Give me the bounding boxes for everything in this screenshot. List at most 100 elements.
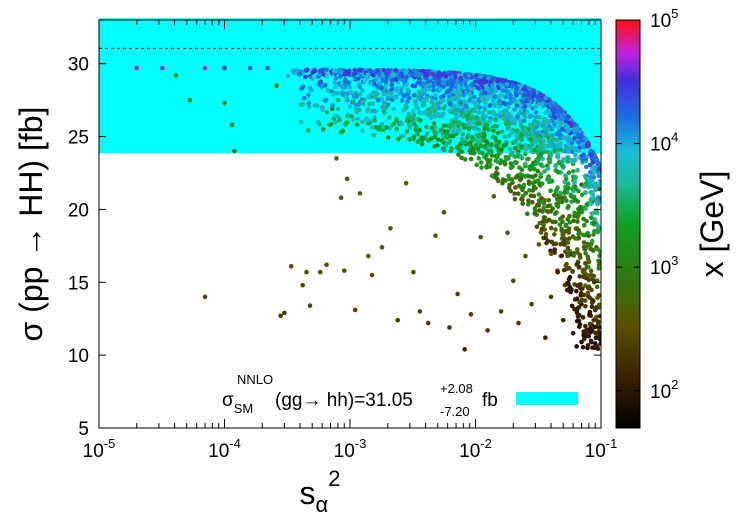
- legend-err-down: -7.20: [440, 404, 470, 419]
- scatter-point: [528, 145, 534, 151]
- scatter-point: [300, 282, 306, 288]
- scatter-point: [362, 78, 367, 84]
- scatter-point: [498, 77, 504, 83]
- scatter-point: [490, 97, 496, 103]
- scatter-point: [557, 132, 563, 138]
- scatter-point: [478, 160, 484, 165]
- scatter-point: [597, 265, 601, 271]
- scatter-point: [535, 178, 541, 183]
- scatter-point: [508, 152, 513, 157]
- scatter-point: [315, 103, 320, 109]
- scatter-point: [432, 113, 437, 119]
- scatter-point: [370, 91, 375, 97]
- scatter-point: [591, 273, 597, 279]
- scatter-point: [597, 334, 601, 339]
- scatter-point: [134, 65, 140, 71]
- scatter-point: [593, 158, 599, 163]
- scatter-point: [187, 97, 193, 103]
- scatter-point: [506, 133, 512, 139]
- scatter-point: [461, 125, 467, 130]
- scatter-point: [590, 149, 595, 155]
- scatter-point: [553, 164, 558, 169]
- scatter-point: [561, 156, 567, 162]
- scatter-point: [487, 93, 493, 99]
- scatter-point: [420, 110, 426, 116]
- y-tick-label: 20: [68, 200, 89, 221]
- scatter-point: [467, 91, 472, 97]
- scatter-point: [537, 143, 543, 149]
- scatter-point: [425, 79, 431, 85]
- scatter-point: [391, 121, 397, 126]
- y-axis-label: σ (pp → HH) [fb]: [13, 107, 49, 342]
- scatter-point: [309, 87, 314, 93]
- scatter-point: [447, 108, 452, 114]
- scatter-point: [505, 230, 510, 236]
- scatter-point: [458, 100, 464, 105]
- scatter-point: [588, 201, 594, 207]
- scatter-point: [454, 83, 459, 88]
- scatter-point: [556, 169, 561, 175]
- scatter-point: [393, 68, 398, 73]
- scatter-point: [516, 320, 521, 326]
- scatter-point: [563, 173, 568, 178]
- scatter-point: [499, 129, 505, 135]
- scatter-point: [423, 75, 428, 81]
- scatter-point: [505, 126, 511, 131]
- scatter-point: [428, 110, 433, 115]
- scatter-point: [530, 106, 535, 111]
- scatter-point: [413, 72, 418, 77]
- scatter-point: [567, 219, 573, 225]
- scatter-point: [561, 148, 567, 154]
- scatter-point: [411, 136, 416, 142]
- scatter-point: [440, 97, 446, 103]
- scatter-point: [523, 147, 528, 152]
- scatter-point: [521, 118, 527, 124]
- x-tick-label: 10-4: [208, 436, 241, 462]
- scatter-point: [404, 75, 409, 80]
- scatter-point: [553, 227, 558, 232]
- scatter-point: [420, 103, 426, 108]
- scatter-point: [567, 265, 572, 271]
- scatter-point: [536, 242, 542, 247]
- scatter-point: [473, 142, 479, 148]
- scatter-point: [519, 108, 524, 113]
- scatter-point: [411, 108, 416, 114]
- scatter-point: [535, 120, 540, 125]
- scatter-point: [575, 167, 580, 173]
- scatter-point: [535, 131, 540, 136]
- scatter-point: [425, 320, 431, 326]
- scatter-point: [583, 283, 588, 288]
- scatter-point: [597, 249, 601, 254]
- scatter-point: [353, 106, 358, 111]
- scatter-point: [525, 202, 531, 207]
- scatter-point: [566, 128, 571, 134]
- scatter-point: [580, 315, 586, 320]
- scatter-point: [307, 303, 313, 308]
- scatter-point: [501, 143, 506, 149]
- scatter-point: [492, 103, 498, 109]
- scatter-point: [366, 94, 372, 100]
- scatter-point: [540, 209, 545, 214]
- scatter-point: [545, 166, 551, 171]
- scatter-point: [560, 317, 566, 323]
- svg-text:σSM: σSM: [222, 390, 253, 416]
- scatter-point: [583, 251, 588, 256]
- scatter-point: [522, 92, 527, 98]
- scatter-point: [573, 226, 579, 231]
- scatter-point: [500, 93, 505, 99]
- scatter-point: [573, 146, 578, 151]
- scatter-point: [571, 218, 576, 224]
- scatter-point: [350, 117, 356, 122]
- colorbar-tick-label: 103: [650, 253, 678, 279]
- scatter-point: [548, 225, 554, 231]
- scatter-point: [480, 95, 485, 101]
- scatter-point: [565, 253, 570, 259]
- scatter-point: [486, 127, 491, 132]
- scatter-point: [587, 162, 593, 168]
- scatter-point: [508, 114, 514, 119]
- x-axis-label: sα2: [300, 466, 341, 517]
- scatter-point: [391, 72, 397, 77]
- scatter-point: [589, 339, 594, 345]
- scatter-point: [374, 90, 380, 96]
- scatter-point: [546, 175, 551, 180]
